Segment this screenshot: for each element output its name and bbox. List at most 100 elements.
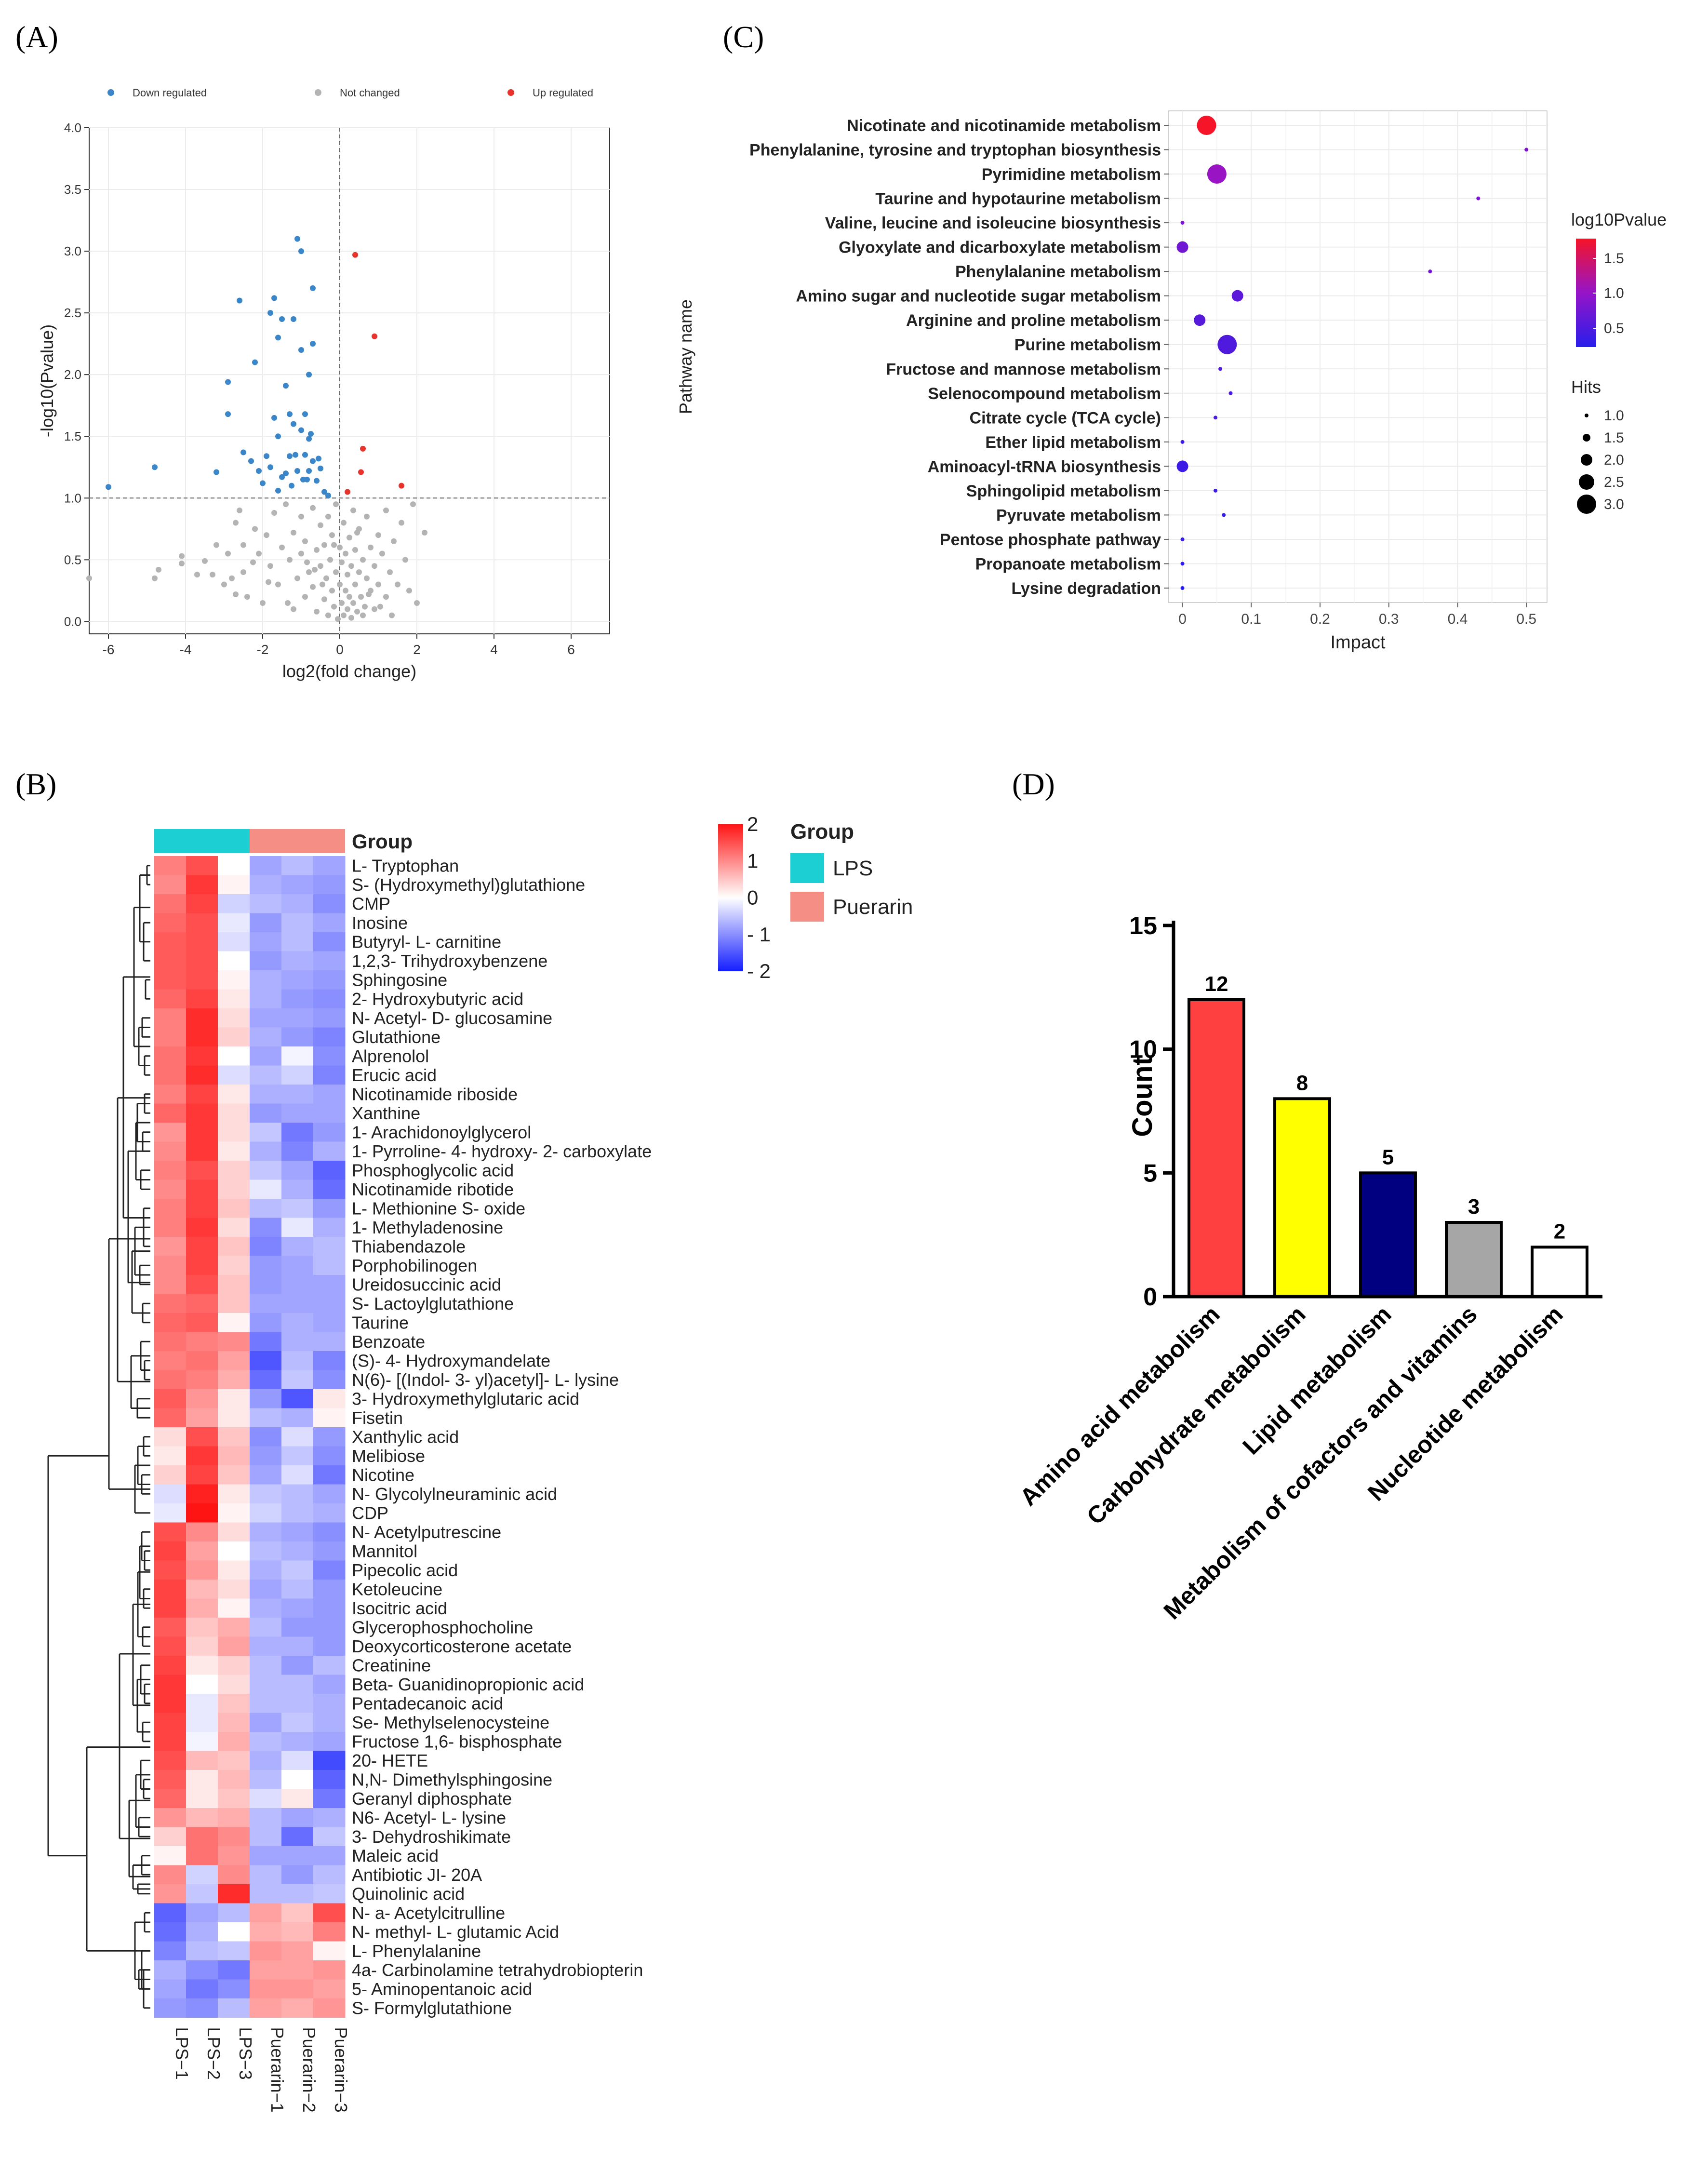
volcano-point [339,559,345,565]
heatmap-cell [250,1960,282,1980]
heatmap-cell [313,1275,346,1294]
volcano-point [341,612,347,618]
heatmap-cell [186,1636,218,1656]
row-label: N,N- Dimethylsphingosine [352,1770,552,1790]
row-label: L- Tryptophan [352,856,459,876]
volcano-point [331,603,337,610]
heatmap-cell [218,1123,250,1142]
x-tick-label: 0 [1178,611,1187,627]
pathway-bubble [1180,537,1185,541]
heatmap-cell [281,1008,314,1028]
heatmap-cell [218,1237,250,1256]
volcano-point [358,469,364,475]
heatmap-cell [313,1979,346,1999]
row-label: S- Lactoylglutathione [352,1294,514,1313]
pathway-bubble [1194,314,1206,326]
heatmap-cell [250,1199,282,1218]
volcano-point [323,575,329,581]
row-label: 5- Aminopentanoic acid [352,1979,532,1999]
volcano-point [414,600,420,606]
heatmap-cell [186,856,218,875]
volcano-point [331,542,337,548]
heatmap-cell [218,1408,250,1428]
heatmap-cell [313,1522,346,1542]
heatmap-cell [313,1732,346,1751]
heatmap-cell [281,1141,314,1161]
heatmap-cell [281,1922,314,1942]
heatmap-cell [186,1046,218,1066]
heatmap-cell [250,1370,282,1390]
heatmap-cell [313,1027,346,1047]
heatmap-cell [218,1675,250,1694]
heatmap-cell [313,1789,346,1809]
heatmap-cell [218,1732,250,1751]
heatmap-cell [154,1085,187,1104]
heatmap-cell [154,1541,187,1561]
heatmap-cell [281,1427,314,1447]
heatmap-cell [281,1275,314,1294]
volcano-point [366,591,372,598]
heatmap-cell [186,932,218,951]
heatmap-cell [250,1808,282,1827]
volcano-point [383,594,389,600]
row-label: Benzoate [352,1332,425,1352]
y-tick-label: 3.5 [64,182,81,197]
volcano-point [341,520,347,526]
heatmap-cell [281,1389,314,1408]
heatmap-cell [281,1123,314,1142]
volcano-point [294,575,300,581]
heatmap-cell [281,1465,314,1485]
volcano-point [225,411,231,417]
heatmap-cell [281,1560,314,1580]
heatmap-cell [186,1065,218,1085]
heatmap-cell [281,1351,314,1370]
heatmap-cell [154,970,187,990]
group-annotation-cell [313,829,345,853]
volcano-point [179,561,185,567]
heatmap-cell [218,1351,250,1370]
heatmap-cell [218,1846,250,1865]
heatmap-cell [154,1199,187,1218]
row-label: N- Acetylputrescine [352,1522,501,1542]
volcano-point [302,538,308,544]
row-label: Creatinine [352,1656,431,1675]
heatmap-cell [313,970,346,990]
heatmap-cell [186,1103,218,1123]
heatmap-cell [154,1827,187,1847]
heatmap-cell [313,1922,346,1942]
color-legend-label: 1.5 [1604,251,1624,267]
heatmap-cell [313,1123,346,1142]
heatmap-cell [281,1598,314,1618]
y-tick-label: 2.5 [64,306,81,320]
volcano-point [233,591,239,598]
heatmap-cell [313,1065,346,1085]
legend-marker [507,89,514,96]
row-label: Melibiose [352,1446,425,1466]
heatmap-cell [313,1256,346,1275]
volcano-point [194,572,200,578]
pathway-bubble [1207,164,1227,184]
bar-value-label: 2 [1554,1220,1565,1243]
heatmap-cell [186,1123,218,1142]
heatmap-cell [250,1618,282,1637]
row-label: 1- Methyladenosine [352,1218,503,1237]
heatmap-cell [186,1085,218,1104]
heatmap-cell [313,894,346,913]
row-label: Glutathione [352,1027,440,1047]
heatmap-cell [186,1161,218,1180]
heatmap-cell [186,1656,218,1675]
heatmap-cell [250,1865,282,1885]
size-legend-marker [1577,495,1596,514]
heatmap-cell [154,1656,187,1675]
volcano-point [318,563,323,569]
heatmap-cell [154,1675,187,1694]
volcano-point [406,588,412,594]
volcano-point [325,612,331,618]
heatmap-cell [281,856,314,875]
heatmap-cell [154,1618,187,1637]
heatmap-cell [186,1789,218,1809]
heatmap-cell [186,1484,218,1504]
volcano-point [291,530,296,536]
heatmap-cell [281,1256,314,1275]
